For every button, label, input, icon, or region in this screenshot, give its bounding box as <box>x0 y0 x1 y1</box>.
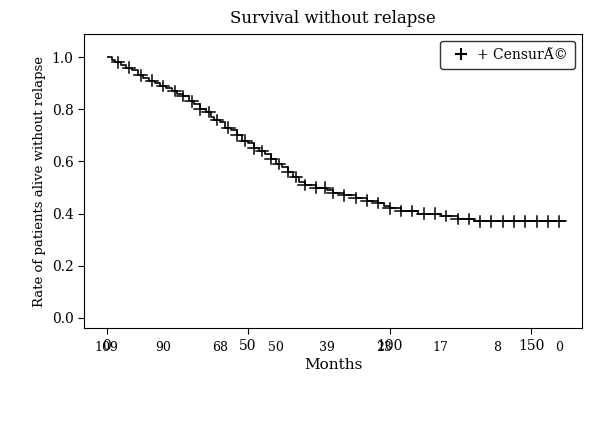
Text: 50: 50 <box>268 341 284 354</box>
Text: 90: 90 <box>155 341 171 354</box>
Text: 68: 68 <box>212 341 228 354</box>
Text: 23: 23 <box>376 341 392 354</box>
Text: 17: 17 <box>433 341 448 354</box>
X-axis label: Months: Months <box>304 358 362 372</box>
Text: 109: 109 <box>95 341 119 354</box>
Text: 8: 8 <box>493 341 501 354</box>
Text: 39: 39 <box>319 341 335 354</box>
Title: Survival without relapse: Survival without relapse <box>230 10 436 27</box>
Legend: + CensurÃ©: + CensurÃ© <box>440 40 575 69</box>
Text: 0: 0 <box>556 341 563 354</box>
Y-axis label: Rate of patients alive without relapse: Rate of patients alive without relapse <box>33 56 46 306</box>
